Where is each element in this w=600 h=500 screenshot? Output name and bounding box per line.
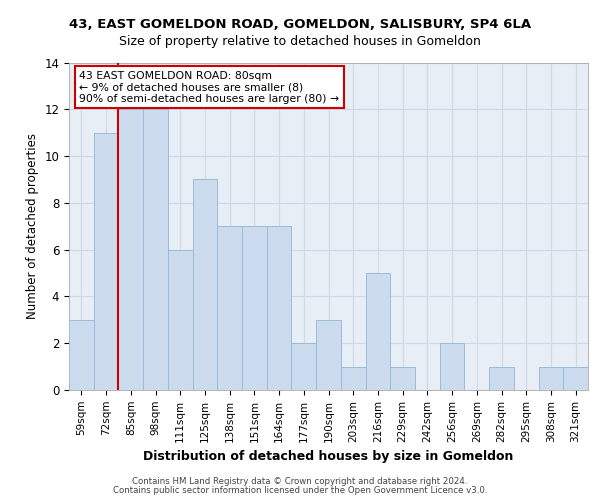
Bar	[94, 132, 118, 390]
Bar	[292, 343, 316, 390]
Bar	[242, 226, 267, 390]
Bar	[440, 343, 464, 390]
Bar	[489, 366, 514, 390]
Bar	[267, 226, 292, 390]
Bar	[390, 366, 415, 390]
Bar	[118, 110, 143, 390]
Bar	[563, 366, 588, 390]
Bar	[217, 226, 242, 390]
Text: Contains HM Land Registry data © Crown copyright and database right 2024.: Contains HM Land Registry data © Crown c…	[132, 477, 468, 486]
Bar	[316, 320, 341, 390]
Bar	[341, 366, 365, 390]
X-axis label: Distribution of detached houses by size in Gomeldon: Distribution of detached houses by size …	[143, 450, 514, 463]
Text: Contains public sector information licensed under the Open Government Licence v3: Contains public sector information licen…	[113, 486, 487, 495]
Text: 43 EAST GOMELDON ROAD: 80sqm
← 9% of detached houses are smaller (8)
90% of semi: 43 EAST GOMELDON ROAD: 80sqm ← 9% of det…	[79, 70, 340, 104]
Text: Size of property relative to detached houses in Gomeldon: Size of property relative to detached ho…	[119, 35, 481, 48]
Bar	[143, 110, 168, 390]
Bar	[69, 320, 94, 390]
Bar	[168, 250, 193, 390]
Bar	[539, 366, 563, 390]
Y-axis label: Number of detached properties: Number of detached properties	[26, 133, 39, 320]
Text: 43, EAST GOMELDON ROAD, GOMELDON, SALISBURY, SP4 6LA: 43, EAST GOMELDON ROAD, GOMELDON, SALISB…	[69, 18, 531, 30]
Bar	[193, 180, 217, 390]
Bar	[365, 273, 390, 390]
